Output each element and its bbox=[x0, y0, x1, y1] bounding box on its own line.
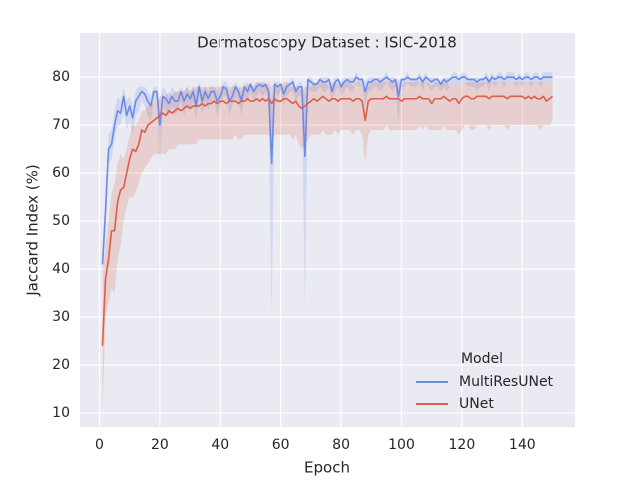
legend-label: UNet bbox=[459, 396, 494, 412]
y-axis-label: Jaccard Index (%) bbox=[24, 164, 42, 297]
y-tick-label: 20 bbox=[52, 357, 70, 373]
y-tick-label: 50 bbox=[52, 213, 70, 229]
legend: Model MultiResUNet UNet bbox=[416, 351, 554, 412]
x-tick-label: 40 bbox=[211, 437, 229, 453]
x-tick-label: 100 bbox=[388, 437, 415, 453]
y-tick-label: 10 bbox=[52, 405, 70, 421]
plot-area bbox=[101, 72, 553, 414]
x-tick-label: 140 bbox=[509, 437, 536, 453]
y-tick-label: 70 bbox=[52, 117, 70, 133]
x-tick-label: 80 bbox=[332, 437, 350, 453]
x-tick-label: 120 bbox=[449, 437, 476, 453]
confidence-band bbox=[102, 72, 553, 318]
legend-label: MultiResUNet bbox=[459, 374, 554, 390]
series-line bbox=[101, 76, 553, 265]
y-tick-label: 80 bbox=[52, 69, 70, 85]
y-tick-label: 30 bbox=[52, 309, 70, 325]
legend-title: Model bbox=[461, 351, 503, 367]
x-axis-label: Epoch bbox=[304, 459, 350, 477]
y-tick-label: 60 bbox=[52, 165, 70, 181]
y-tick-label: 40 bbox=[52, 261, 70, 277]
x-tick-label: 0 bbox=[95, 437, 104, 453]
confidence-band bbox=[102, 81, 553, 414]
chart-title: Dermatoscopy Dataset : ISIC-2018 bbox=[197, 34, 457, 52]
x-tick-label: 60 bbox=[272, 437, 290, 453]
x-tick-label: 20 bbox=[151, 437, 169, 453]
series-line bbox=[101, 95, 553, 346]
